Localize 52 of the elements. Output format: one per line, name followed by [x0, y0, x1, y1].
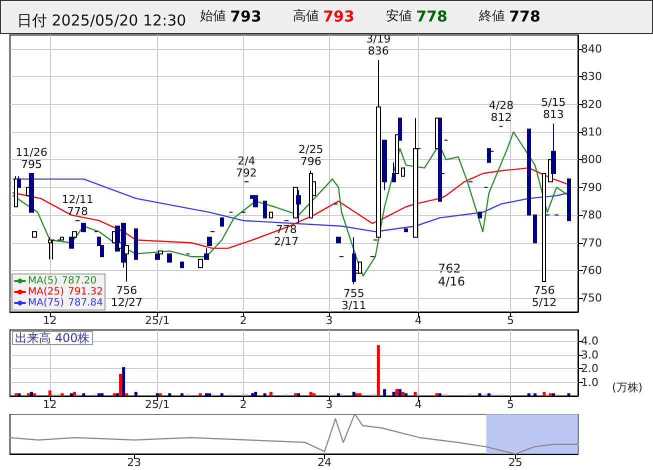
annotation: 787.20: [62, 276, 97, 286]
y-tick-label: 770: [581, 236, 602, 250]
x-tick-label: 2: [240, 398, 247, 411]
y-axis-title: (万株): [612, 381, 643, 394]
x-tick-label: 23: [127, 456, 142, 469]
annotation: 2/4 792: [236, 154, 257, 180]
legend-label: MA(75): [28, 298, 64, 308]
x-tick-label: 25: [508, 456, 522, 469]
y-tick-label: 1.0: [581, 376, 598, 389]
annotation: 11/26 795: [16, 146, 48, 171]
y-tick-label: 840: [581, 42, 602, 56]
x-tick-label: 2: [240, 314, 247, 327]
x-tick-label: 25/1: [145, 398, 170, 411]
annotation: 756 5/12: [532, 284, 557, 310]
x-tick-label: 3: [326, 398, 333, 411]
y-tick-label: 800: [581, 153, 602, 166]
text: 始値 793: [200, 8, 262, 26]
y-tick-label: 820: [581, 98, 602, 111]
legend-label: MA(5): [28, 276, 58, 286]
text: 安値 778: [386, 8, 448, 26]
x-tick-label: 4: [414, 398, 422, 411]
y-tick-label: 760: [581, 264, 602, 277]
annotation: 756 12/27: [110, 284, 143, 310]
y-tick-label: 750: [581, 292, 602, 305]
annotation: 3/19 836: [366, 32, 391, 58]
y-tick-label: 790: [581, 180, 602, 194]
annotation: 2/25 796: [298, 143, 324, 168]
y-tick-label: 810: [581, 125, 602, 138]
chart-title: 日付 2025/05/20 12:30: [17, 12, 186, 30]
x-tick-label: 5: [506, 398, 514, 411]
y-tick-label: 780: [581, 208, 602, 222]
x-tick-label: 12: [42, 398, 57, 411]
x-tick-label: 24: [318, 456, 332, 469]
y-tick-label: 4.0: [581, 334, 598, 348]
y-tick-label: 2.0: [581, 362, 598, 375]
legend-label: MA(25): [28, 286, 64, 298]
x-tick-label: 3: [326, 314, 333, 327]
annotation: 5/15 813: [541, 96, 566, 122]
text: 終値 778: [478, 8, 540, 26]
x-tick-label: 5: [506, 314, 514, 327]
chart-title: 出来高 400株: [15, 331, 90, 345]
text: 高値 793: [293, 8, 354, 26]
annotation: 755 3/11: [342, 286, 366, 312]
annotation: 791.32: [68, 286, 103, 298]
annotation: 787.84: [68, 298, 103, 308]
x-tick-label: 25/1: [145, 314, 170, 327]
annotation: 12/11 778: [62, 193, 94, 218]
y-tick-label: 830: [581, 70, 602, 84]
y-tick-label: 3.0: [581, 348, 598, 362]
annotation: 4/28 812: [488, 98, 514, 124]
x-tick-label: 12: [42, 314, 57, 327]
x-tick-label: 4: [414, 314, 422, 327]
